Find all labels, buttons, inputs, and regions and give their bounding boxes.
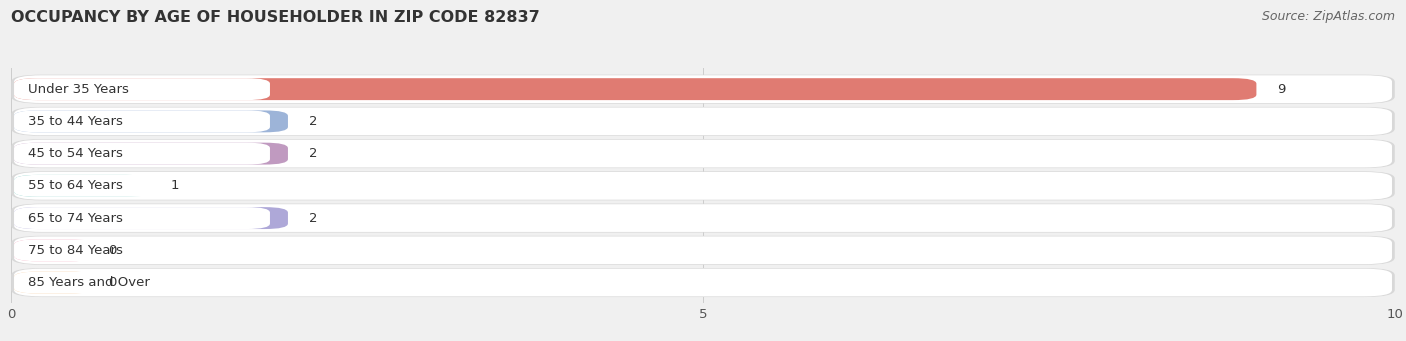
Text: 2: 2 xyxy=(309,211,318,225)
Text: Under 35 Years: Under 35 Years xyxy=(28,83,129,95)
FancyBboxPatch shape xyxy=(14,239,94,261)
Text: 35 to 44 Years: 35 to 44 Years xyxy=(28,115,122,128)
FancyBboxPatch shape xyxy=(14,143,288,165)
Text: 0: 0 xyxy=(108,276,117,289)
FancyBboxPatch shape xyxy=(11,139,1395,168)
FancyBboxPatch shape xyxy=(14,271,270,294)
FancyBboxPatch shape xyxy=(14,271,94,294)
FancyBboxPatch shape xyxy=(14,75,1392,103)
FancyBboxPatch shape xyxy=(14,107,1392,135)
FancyBboxPatch shape xyxy=(14,143,270,165)
FancyBboxPatch shape xyxy=(14,110,270,132)
Text: 45 to 54 Years: 45 to 54 Years xyxy=(28,147,122,160)
FancyBboxPatch shape xyxy=(11,107,1395,136)
FancyBboxPatch shape xyxy=(14,207,288,229)
FancyBboxPatch shape xyxy=(11,75,1395,104)
FancyBboxPatch shape xyxy=(14,207,270,229)
FancyBboxPatch shape xyxy=(11,204,1395,233)
FancyBboxPatch shape xyxy=(14,78,1257,100)
Text: 0: 0 xyxy=(108,244,117,257)
FancyBboxPatch shape xyxy=(14,175,149,197)
Text: 2: 2 xyxy=(309,147,318,160)
FancyBboxPatch shape xyxy=(14,78,270,100)
FancyBboxPatch shape xyxy=(14,204,1392,232)
Text: OCCUPANCY BY AGE OF HOUSEHOLDER IN ZIP CODE 82837: OCCUPANCY BY AGE OF HOUSEHOLDER IN ZIP C… xyxy=(11,10,540,25)
FancyBboxPatch shape xyxy=(11,171,1395,201)
FancyBboxPatch shape xyxy=(14,172,1392,200)
Text: 75 to 84 Years: 75 to 84 Years xyxy=(28,244,122,257)
FancyBboxPatch shape xyxy=(14,110,288,132)
Text: Source: ZipAtlas.com: Source: ZipAtlas.com xyxy=(1261,10,1395,23)
FancyBboxPatch shape xyxy=(11,268,1395,297)
FancyBboxPatch shape xyxy=(11,236,1395,265)
FancyBboxPatch shape xyxy=(14,269,1392,296)
Text: 55 to 64 Years: 55 to 64 Years xyxy=(28,179,122,192)
Text: 65 to 74 Years: 65 to 74 Years xyxy=(28,211,122,225)
Text: 2: 2 xyxy=(309,115,318,128)
FancyBboxPatch shape xyxy=(14,175,270,197)
FancyBboxPatch shape xyxy=(14,140,1392,167)
Text: 1: 1 xyxy=(170,179,179,192)
Text: 85 Years and Over: 85 Years and Over xyxy=(28,276,149,289)
Text: 9: 9 xyxy=(1277,83,1285,95)
FancyBboxPatch shape xyxy=(14,236,1392,264)
FancyBboxPatch shape xyxy=(14,239,270,261)
